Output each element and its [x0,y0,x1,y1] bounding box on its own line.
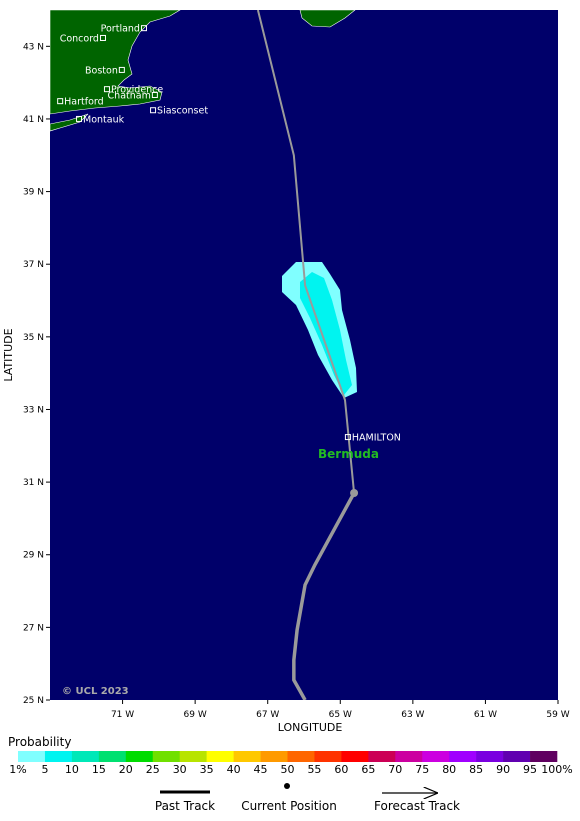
city-marker [344,434,351,441]
legend-label: 95 [523,763,537,776]
legend-swatch [449,751,477,762]
legend-label: 10 [65,763,79,776]
past-track [256,10,356,494]
land-nova-scotia [299,10,356,28]
x-tick-label: 67 W [256,710,279,720]
city-label: HAMILTON [352,433,401,444]
city-label: Providence [111,85,163,96]
legend-label: 5 [41,763,48,776]
y-tick-label: 41 N [23,115,44,125]
city-marker [140,25,147,32]
y-tick-label: 27 N [23,623,44,633]
legend-label: 90 [496,763,510,776]
legend-label: 100% [541,763,572,776]
legend-label: 15 [92,763,106,776]
legend-label: 55 [307,763,321,776]
legend-swatch [503,751,531,762]
legend-swatch [422,751,450,762]
legend-label: 75 [415,763,429,776]
x-tick-label: 69 W [184,710,207,720]
x-tick-label: 59 W [546,710,569,720]
legend-label: 35 [200,763,214,776]
city-marker [57,98,64,105]
legend-swatch [71,751,100,762]
x-tick-label: 63 W [401,710,424,720]
legend-swatch [44,751,73,762]
city-label: Boston [85,65,118,76]
legend-swatch [476,751,504,762]
legend-label: 45 [254,763,268,776]
city-label: Concord [60,33,99,44]
legend-swatch [260,751,288,762]
city-marker [99,34,106,41]
legend-forecast-track: Forecast Track [374,799,460,813]
legend-label: 1% [9,763,26,776]
region-label: Bermuda [318,447,379,461]
current-position [350,489,359,497]
y-tick-label: 33 N [23,405,44,415]
current-position-swatch [284,783,290,789]
legend-swatch [206,751,234,762]
legend-label: 20 [119,763,133,776]
legend-swatch [125,751,154,762]
x-tick-label: 71 W [111,710,134,720]
legend-swatch [179,751,207,762]
y-tick-label: 25 N [23,696,44,706]
land-new-england [50,10,181,115]
city-label: Montauk [83,114,125,125]
land-long-island [50,113,89,132]
legend-swatch [341,751,369,762]
probability-area-mid [300,272,352,395]
city-marker [103,86,110,93]
legend-swatch [287,751,315,762]
legend-label: 80 [442,763,456,776]
city-marker [150,107,157,114]
x-tick-label: 61 W [474,710,497,720]
y-tick-label: 35 N [23,333,44,343]
city-label: Portland [101,24,140,35]
city-label: Siasconset [157,106,208,117]
y-tick-label: 29 N [23,551,44,561]
x-axis-title: LONGITUDE [278,721,343,734]
y-tick-label: 39 N [23,188,44,198]
legend-label: 70 [388,763,402,776]
y-tick-label: 31 N [23,478,44,488]
city-marker [76,115,83,122]
legend-label: 30 [173,763,187,776]
legend-title: Probability [8,735,71,749]
legend-past-track: Past Track [155,799,215,813]
x-tick-label: 65 W [329,710,352,720]
y-axis-title: LATITUDE [2,328,15,381]
legend-swatch [368,751,396,762]
legend-swatch [18,751,46,762]
legend-label: 50 [281,763,295,776]
legend-current-position: Current Position [241,799,337,813]
legend-label: 65 [361,763,375,776]
legend-label: 25 [146,763,160,776]
legend-swatch [530,751,558,762]
legend-swatch [98,751,127,762]
city-marker [118,66,125,73]
legend-swatch [152,751,180,762]
city-label: Chatham [108,90,151,101]
legend-label: 85 [469,763,483,776]
copyright: © UCL 2023 [62,686,129,697]
forecast-track [292,492,356,700]
city-marker [151,91,158,98]
legend-label: 40 [227,763,241,776]
legend-label: 60 [334,763,348,776]
y-tick-label: 43 N [23,42,44,52]
legend-swatch [233,751,261,762]
legend-swatch [395,751,423,762]
y-tick-label: 37 N [23,260,44,270]
city-label: Hartford [64,97,104,108]
legend-swatch [314,751,342,762]
